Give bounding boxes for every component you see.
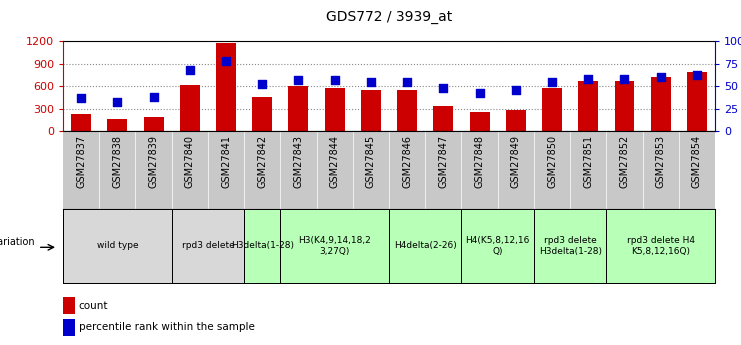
Text: GSM27839: GSM27839 [148,135,159,188]
Bar [534,209,606,283]
Text: GSM27837: GSM27837 [76,135,86,188]
Bar [63,297,75,314]
Bar [687,72,707,131]
Text: GSM27840: GSM27840 [185,135,195,188]
Bar [506,110,526,131]
Bar [180,85,200,131]
Text: genotype/variation: genotype/variation [0,237,35,247]
Bar [462,209,534,283]
Text: count: count [79,301,108,311]
Point [184,67,196,73]
Bar [252,97,272,131]
Point [655,75,667,80]
Point [293,77,305,83]
Point [75,95,87,101]
Point [111,100,123,105]
Bar [606,209,715,283]
Text: GSM27846: GSM27846 [402,135,412,188]
Bar [63,319,75,336]
Text: H3(K4,9,14,18,2
3,27Q): H3(K4,9,14,18,2 3,27Q) [299,236,371,256]
Text: GSM27843: GSM27843 [293,135,304,188]
Text: GSM27850: GSM27850 [547,135,557,188]
Point [220,58,232,64]
Point [147,94,159,100]
Point [473,91,485,96]
Bar [389,209,462,283]
Bar [470,112,490,131]
Text: GSM27841: GSM27841 [221,135,231,188]
Text: GSM27845: GSM27845 [366,135,376,188]
Bar [397,90,417,131]
Point [582,76,594,82]
Text: GSM27853: GSM27853 [656,135,665,188]
Text: GSM27851: GSM27851 [583,135,594,188]
Text: H4(K5,8,12,16
Q): H4(K5,8,12,16 Q) [465,236,530,256]
Bar [578,81,598,131]
Point [256,82,268,87]
Point [546,79,558,85]
Bar [325,88,345,131]
Point [401,79,413,85]
Point [329,77,341,83]
Text: GSM27848: GSM27848 [474,135,485,188]
Text: rpd3 delete
H3delta(1-28): rpd3 delete H3delta(1-28) [539,236,602,256]
Bar [216,43,236,131]
Text: H3delta(1-28): H3delta(1-28) [230,241,293,250]
Bar [280,209,389,283]
Bar [172,209,244,283]
Text: GSM27854: GSM27854 [692,135,702,188]
Bar [361,90,381,131]
Bar [244,209,280,283]
Text: percentile rank within the sample: percentile rank within the sample [79,323,254,333]
Text: GSM27844: GSM27844 [330,135,339,188]
Bar [288,86,308,131]
Text: wild type: wild type [96,241,138,250]
Bar [433,106,453,131]
Point [691,73,703,78]
Bar [71,114,91,131]
Bar [144,117,164,131]
Text: GSM27852: GSM27852 [619,135,630,188]
Text: H4delta(2-26): H4delta(2-26) [394,241,456,250]
Point [510,87,522,92]
Bar [614,81,634,131]
Point [365,79,377,85]
Text: GSM27847: GSM27847 [439,135,448,188]
Text: GSM27838: GSM27838 [113,135,122,188]
Bar [63,209,172,283]
Point [619,76,631,82]
Text: GDS772 / 3939_at: GDS772 / 3939_at [326,10,452,24]
Text: GSM27849: GSM27849 [511,135,521,188]
Text: rpd3 delete: rpd3 delete [182,241,234,250]
Text: GSM27842: GSM27842 [257,135,268,188]
Point [437,85,449,91]
Text: rpd3 delete H4
K5,8,12,16Q): rpd3 delete H4 K5,8,12,16Q) [627,236,695,256]
Bar [542,88,562,131]
Bar [651,77,671,131]
Bar [107,119,127,131]
